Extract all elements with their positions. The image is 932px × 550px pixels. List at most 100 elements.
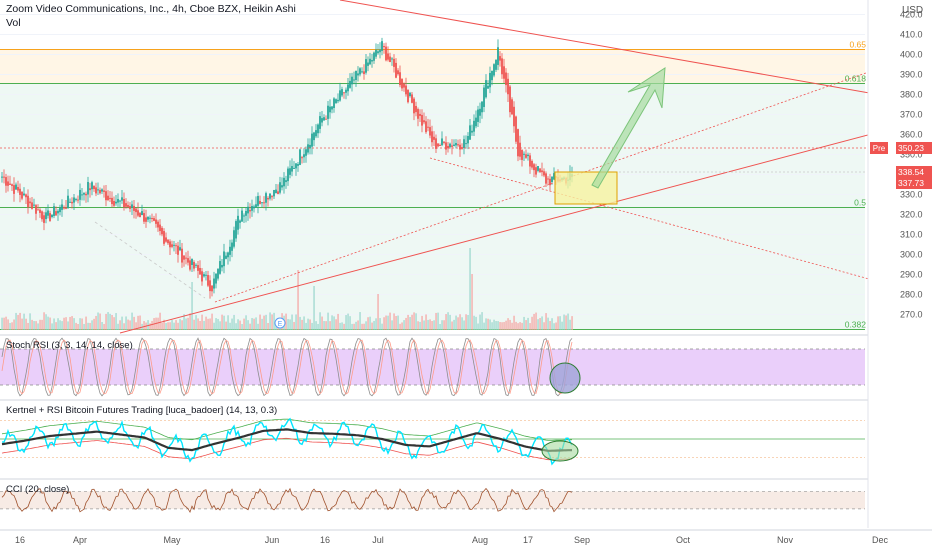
time-tick-label: May [163,535,181,545]
volume-bar [441,320,443,330]
volume-bar [435,312,437,330]
candle-body [349,80,351,88]
volume-bar [335,319,337,330]
candle-body [545,173,547,184]
candle-body [57,210,59,214]
volume-bar [317,323,319,330]
candle-body [223,251,225,267]
dotted-down-line [429,157,881,283]
volume-bar [381,323,383,330]
volume-bar [43,312,45,330]
volume-bar [431,321,433,330]
volume-bar [249,323,251,330]
volume-bar [379,318,381,330]
candle-body [501,58,503,75]
volume-bar [15,312,17,330]
candle-body [267,197,269,200]
candle-body [147,216,149,220]
volume-bar [395,316,397,330]
candle-body [99,189,101,194]
volume-bar [533,313,535,330]
volume-bar [483,322,485,330]
volume-bar [457,317,459,330]
candle-body [43,215,45,223]
candle-body [435,138,437,149]
candle-body [129,205,131,209]
candle-body [63,207,65,209]
volume-bar [541,316,543,330]
candle-body [249,210,251,212]
volume-bar [449,314,451,330]
candle-body [455,142,457,146]
volume-bar [75,322,77,330]
candle-body [193,262,195,269]
volume-bar [559,316,561,330]
right-axis: 270.0280.0290.0300.0310.0320.0330.0340.0… [867,0,932,528]
price-tag-value: 350.23 [898,143,924,153]
time-tick-label: Nov [777,535,794,545]
volume-bar [223,315,225,330]
volume-bar [49,317,51,330]
volume-bar [333,316,335,330]
volume-bar [181,320,183,330]
volume-bar [121,316,123,330]
candle-body [277,191,279,194]
volume-bar [179,319,181,330]
volume-bar [527,317,529,330]
volume-bar [349,316,351,330]
candle-body [185,257,187,259]
volume-bar [95,315,97,330]
volume-bar [183,314,185,330]
candle-body [479,108,481,116]
volume-bar [485,318,487,330]
candle-body [347,84,349,92]
volume-bar [373,320,375,330]
volume-bar [407,314,409,330]
volume-bar [535,312,537,330]
volume-bar [311,322,313,330]
volume-bar [161,322,163,330]
volume-bar [3,317,5,330]
volume-bar [491,322,493,330]
volume-bar [319,312,321,330]
candle-body [457,144,459,146]
volume-bar [99,313,101,330]
volume-bar [129,320,131,330]
price-tick-label: 380.0 [900,90,923,100]
candle-body [373,52,375,61]
volume-bar [219,321,221,330]
candle-body [209,280,211,292]
projection-arrow [591,67,666,189]
volume-bar [465,314,467,330]
volume-bar [515,321,517,330]
candle-body [199,267,201,275]
volume-bar [495,320,497,330]
candle-body [519,142,521,157]
volume-bar [1,317,3,330]
volume-bar [117,323,119,330]
candle-body [181,248,183,263]
candle-body [39,209,41,213]
fib-label: 0.65 [849,40,866,50]
volume-bar [549,321,551,330]
volume-bar [459,314,461,330]
candle-body [229,246,231,255]
volume-bar [29,313,31,330]
candle-body [279,182,281,193]
volume-bar [371,322,373,330]
stoch-band [0,349,865,385]
candle-body [59,207,61,213]
volume-bar [355,321,357,330]
volume-bar [273,312,275,330]
volume-bar [137,315,139,330]
candle-body [471,130,473,133]
candle-body [165,237,167,242]
candle-body [75,199,77,201]
volume-bar [525,320,527,330]
candle-body [337,99,339,102]
candle-body [111,197,113,205]
candle-body [167,239,169,244]
volume-bar [133,316,135,330]
candle-body [235,221,237,239]
candle-body [161,227,163,235]
